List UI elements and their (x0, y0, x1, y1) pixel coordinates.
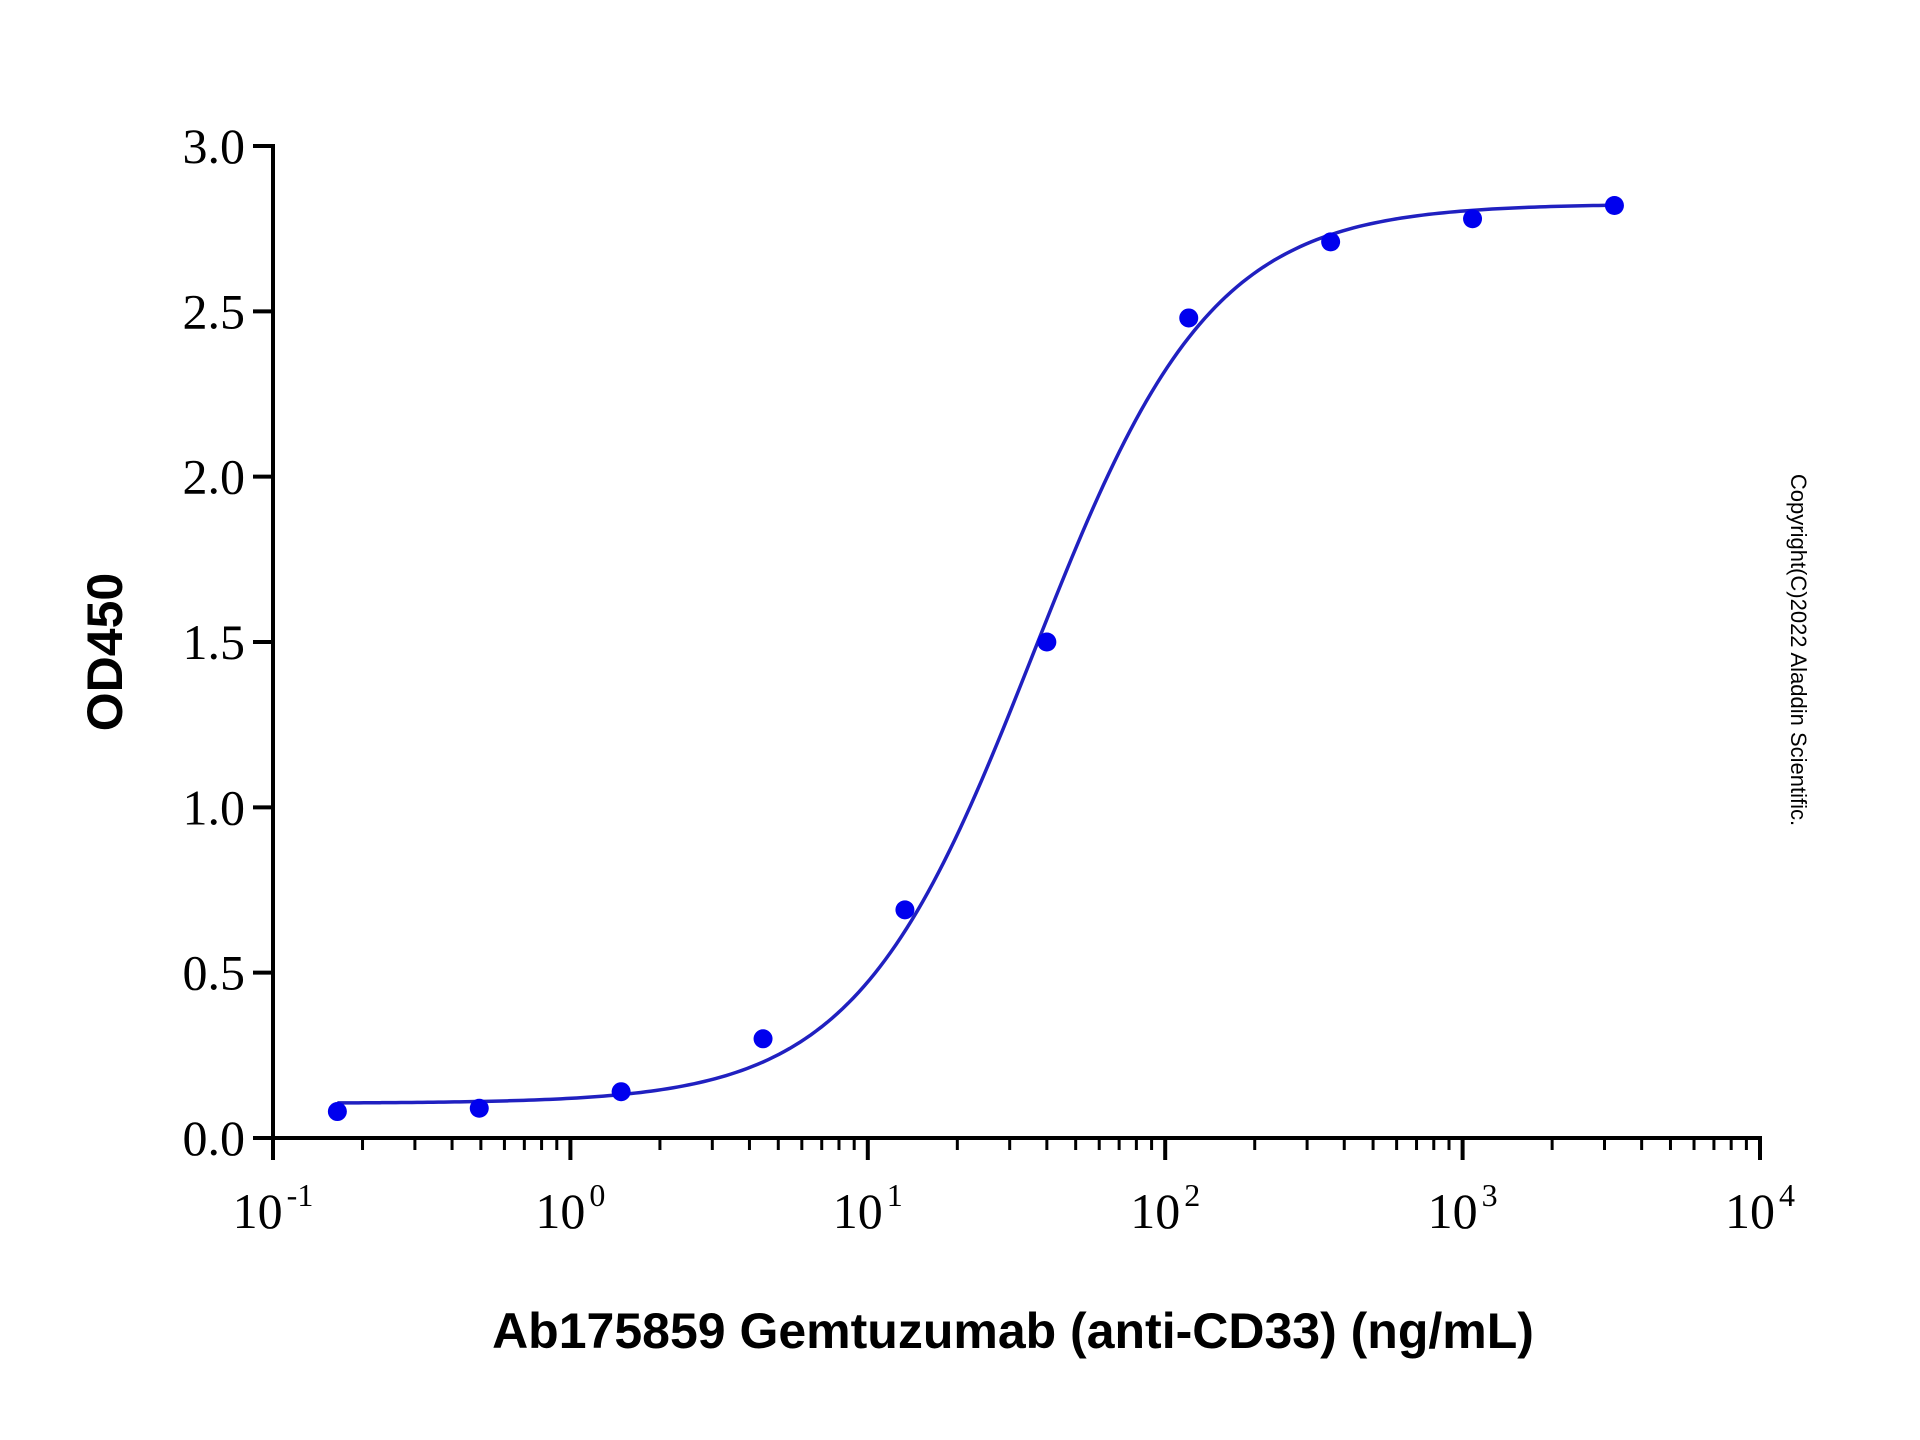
y-axis-title: OD450 (77, 573, 133, 731)
y-tick-label: 1.5 (183, 614, 246, 670)
data-point (327, 1102, 347, 1122)
data-point (1463, 209, 1483, 229)
data-point (1321, 232, 1341, 252)
x-tick-label: 10 0 (535, 1177, 605, 1239)
y-tick-label: 3.0 (183, 118, 246, 174)
data-points-group (327, 196, 1624, 1122)
fit-curve (337, 203, 1615, 1105)
tick-labels-group: 0.0 0.5 1.0 1.5 2.0 2.5 3.0 10 -1 10 0 10 1 10 2 10 3 10 4 (183, 118, 1796, 1239)
data-point (753, 1029, 773, 1049)
x-tick-label: 10 1 (833, 1177, 903, 1239)
x-tick-label: 10 4 (1725, 1177, 1795, 1239)
y-tick-label: 2.0 (183, 449, 246, 505)
y-tick-label: 2.5 (183, 283, 246, 339)
fit-curve-group (337, 203, 1615, 1105)
axes (253, 144, 1762, 1160)
data-point (469, 1098, 489, 1118)
copyright-text: Copyright(C)2022 Aladdin Scientific. (1786, 474, 1811, 826)
x-tick-label: 10 -1 (233, 1177, 314, 1239)
data-point (895, 900, 915, 920)
data-point (1604, 196, 1624, 216)
y-tick-label: 0.5 (183, 945, 246, 1001)
data-point (611, 1082, 631, 1102)
y-tick-label: 1.0 (183, 779, 246, 835)
y-tick-label: 0.0 (183, 1110, 246, 1166)
data-point (1037, 632, 1057, 652)
x-tick-label: 10 3 (1428, 1177, 1498, 1239)
x-axis-title: Ab175859 Gemtuzumab (anti-CD33) (ng/mL) (492, 1303, 1534, 1359)
data-point (1179, 308, 1199, 328)
x-tick-label: 10 2 (1130, 1177, 1200, 1239)
